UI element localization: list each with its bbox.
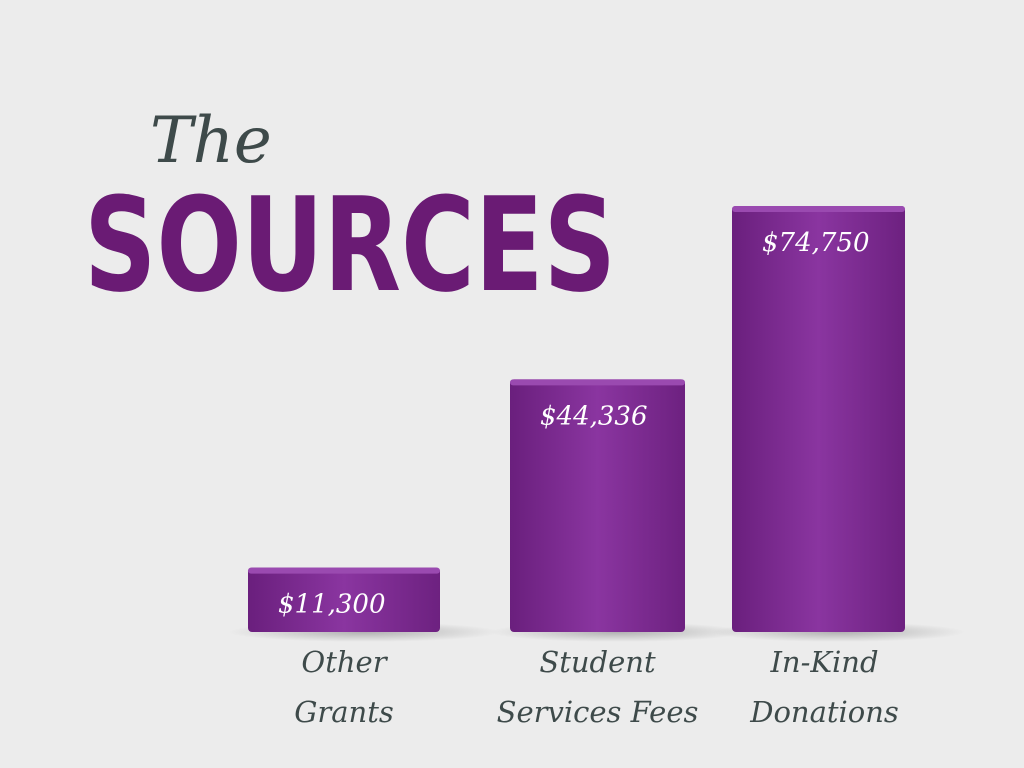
value-label: $44,336 bbox=[540, 401, 648, 431]
category-label: Student Services Fees bbox=[496, 645, 699, 729]
value-label: $11,300 bbox=[278, 590, 386, 620]
bar-top bbox=[248, 567, 440, 574]
bar bbox=[248, 567, 440, 632]
bar bbox=[510, 379, 685, 632]
bar bbox=[732, 206, 905, 632]
category-label: In-Kind Donations bbox=[750, 645, 899, 729]
bar-top bbox=[510, 379, 685, 386]
title-the: The bbox=[150, 104, 272, 178]
bar-top bbox=[732, 206, 905, 212]
title-sources: SOURCES bbox=[84, 169, 616, 321]
value-label: $74,750 bbox=[762, 228, 870, 258]
category-label: Other Grants bbox=[294, 645, 394, 729]
